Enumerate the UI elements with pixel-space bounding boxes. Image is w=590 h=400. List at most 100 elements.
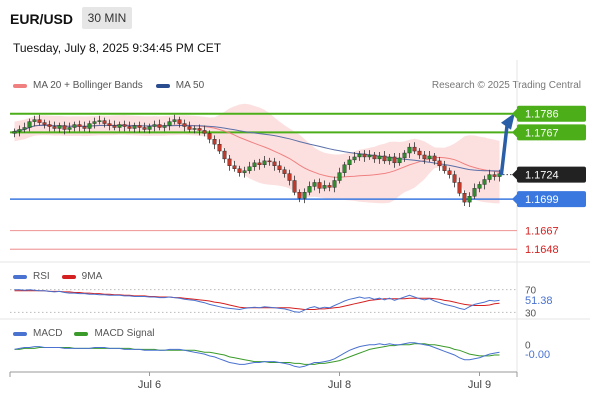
rsi-legend: RSI 9MA	[13, 271, 114, 282]
candle-bear	[267, 160, 272, 163]
candle-bear	[82, 126, 87, 129]
candle-bull	[352, 156, 357, 161]
candle-bull	[477, 184, 482, 189]
candle-bull	[332, 180, 337, 188]
candle-bull	[242, 170, 247, 173]
timestamp: Tuesday, July 8, 2025 9:34:45 PM CET	[13, 41, 222, 55]
legend-swatch-macd	[13, 331, 27, 336]
timeframe-badge[interactable]: 30 MIN	[82, 7, 132, 29]
candle-bull	[342, 164, 347, 173]
forecast-arrow	[499, 112, 515, 176]
legend-item-ma50: MA 50	[155, 80, 205, 91]
candle-bear	[462, 193, 467, 203]
candle-bear	[277, 165, 282, 170]
legend-swatch-ma50	[155, 83, 170, 88]
candle-bear	[137, 125, 142, 128]
candle-bull	[192, 128, 197, 130]
candle-bull	[72, 124, 77, 128]
candle-bear	[287, 173, 292, 181]
candle-bear	[222, 150, 227, 160]
candle-bear	[237, 168, 242, 173]
pivot-label-pointer	[512, 194, 517, 205]
candle-bull	[407, 146, 412, 154]
bollinger-band	[14, 103, 500, 204]
candle-bull	[162, 125, 167, 128]
candle-bull	[367, 154, 372, 158]
candle-bear	[212, 139, 217, 145]
candle-bear	[327, 185, 332, 188]
resistance-label: 1.1767	[525, 127, 559, 139]
candle-bear	[227, 158, 232, 166]
resistance-label-pointer	[512, 108, 517, 119]
resistance-label-box	[517, 105, 586, 122]
candle-bull	[17, 129, 22, 132]
legend-label-ma50: MA 50	[175, 80, 205, 91]
candle-bull	[387, 156, 392, 162]
candle-bull	[347, 159, 352, 166]
legend-item-rsi: RSI	[13, 271, 50, 282]
x-axis-labels: Jul 6 Jul 8 Jul 9	[138, 372, 491, 391]
candle-bear	[157, 124, 162, 128]
moving-averages	[14, 124, 500, 178]
candle-bear	[372, 154, 377, 160]
price-legend: MA 20 + Bollinger Bands MA 50	[13, 80, 217, 91]
legend-item-macd: MACD	[13, 328, 62, 339]
forecast-arrow-shaft	[499, 123, 509, 176]
candle-bear	[197, 128, 202, 131]
legend-label-macd: MACD	[33, 328, 63, 339]
level-lines	[10, 112, 517, 250]
candle-bear	[432, 155, 437, 162]
candle-bull	[302, 192, 307, 199]
candle-bear	[257, 162, 262, 166]
x-tick-label: Jul 6	[138, 379, 161, 391]
research-credit: Research © 2025 Trading Central	[431, 80, 581, 91]
candle-bear	[52, 126, 57, 129]
candle-bear	[457, 182, 462, 194]
candle-bull	[322, 185, 327, 189]
candle-bull	[172, 119, 177, 122]
candle-bull	[32, 119, 37, 122]
macd-zero-label: 0	[525, 340, 531, 351]
candle-bull	[152, 124, 157, 127]
candle-bear	[202, 130, 207, 134]
candle-bull	[427, 155, 432, 160]
candle-bear	[187, 126, 192, 130]
candle-bear	[442, 165, 447, 171]
macd-line	[14, 342, 500, 368]
candle-bear	[452, 174, 457, 183]
candle-bull	[27, 121, 32, 128]
legend-swatch-9ma	[61, 274, 76, 279]
candle-bull	[92, 121, 97, 124]
legend-label-rsi: RSI	[33, 271, 50, 282]
macd-panel: 0-0.00	[14, 340, 550, 368]
candle-bear	[217, 143, 222, 152]
candle-bear	[417, 150, 422, 156]
pivot-label-box	[517, 191, 586, 208]
candle-bear	[297, 192, 302, 199]
legend-label-macd-signal: MACD Signal	[94, 328, 155, 339]
legend-item-bollinger: MA 20 + Bollinger Bands	[13, 80, 143, 91]
x-tick-label: Jul 8	[328, 379, 351, 391]
candle-bull	[487, 174, 492, 180]
candle-bull	[117, 124, 122, 128]
candle-bull	[472, 188, 477, 197]
last-price-label-pointer	[512, 169, 517, 180]
legend-label-bollinger: MA 20 + Bollinger Bands	[33, 80, 143, 91]
candle-bear	[272, 161, 277, 166]
candle-bull	[147, 126, 152, 130]
rsi-line	[14, 289, 500, 313]
candle-bear	[392, 156, 397, 164]
candle-bull	[482, 179, 487, 185]
candle-bull	[312, 182, 317, 187]
legend-item-macd-signal: MACD Signal	[74, 328, 154, 339]
candle-bull	[357, 153, 362, 158]
candle-bear	[362, 153, 367, 158]
candle-bear	[422, 154, 427, 160]
candle-bear	[42, 122, 47, 125]
legend-swatch-macd-signal	[74, 331, 89, 336]
candle-bull	[67, 127, 72, 130]
candlesticks	[12, 114, 502, 208]
candle-bear	[102, 120, 107, 124]
